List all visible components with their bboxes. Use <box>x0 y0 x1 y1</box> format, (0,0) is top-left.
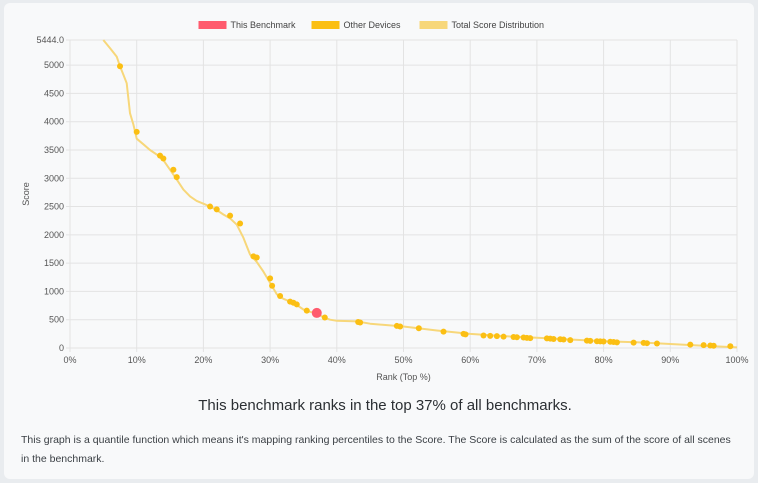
other-device-point <box>160 155 167 162</box>
other-device-point <box>293 301 300 308</box>
other-device-point <box>630 339 637 346</box>
other-device-point <box>207 203 214 210</box>
axes: 0% 10% 20% 30% 40% 50% 60% 70% 80% 90% 100% 0 500 100… <box>21 35 749 382</box>
other-device-point <box>397 323 404 330</box>
x-tick-label: 90% <box>661 355 679 365</box>
quantile-chart: 0% 10% 20% 30% 40% 50% 60% 70% 80% 90% 100% 0 500 100… <box>21 20 749 382</box>
legend[interactable]: This Benchmark Other Devices Total Score D… <box>198 20 545 30</box>
y-tick-label: 2500 <box>44 202 64 212</box>
other-device-point <box>227 212 234 219</box>
y-axis-title: Score <box>21 182 31 206</box>
y-tick-label: 1000 <box>44 286 64 296</box>
legend-swatch <box>198 21 227 29</box>
other-device-point <box>415 325 422 332</box>
other-device-point <box>550 335 557 342</box>
y-tick-label: 5444.0 <box>36 35 64 45</box>
x-tick-label: 20% <box>194 355 212 365</box>
other-device-point <box>643 340 650 347</box>
x-tick-label: 40% <box>328 355 346 365</box>
benchmark-chart-card: 0% 10% 20% 30% 40% 50% 60% 70% 80% 90% 100% 0 500 100… <box>4 3 754 479</box>
legend-item[interactable]: This Benchmark <box>198 20 297 30</box>
other-device-point <box>700 342 707 349</box>
legend-item[interactable]: Other Devices <box>311 20 402 30</box>
y-tick-label: 1500 <box>44 258 64 268</box>
rank-headline: This benchmark ranks in the top 37% of a… <box>198 397 572 414</box>
y-tick-label: 2000 <box>44 230 64 240</box>
other-device-point <box>487 332 494 339</box>
other-device-point <box>710 342 717 349</box>
x-tick-label: 10% <box>128 355 146 365</box>
y-tick-label: 3500 <box>44 145 64 155</box>
other-device-point <box>117 63 124 70</box>
legend-label: This Benchmark <box>231 20 297 30</box>
other-device-point <box>613 339 620 346</box>
other-device-point <box>321 314 328 321</box>
chart-description: This graph is a quantile function which … <box>21 434 731 465</box>
series <box>102 39 738 350</box>
other-device-point <box>237 220 244 227</box>
legend-label: Total Score Distribution <box>452 20 545 30</box>
this-benchmark-point <box>311 307 322 318</box>
x-tick-label: 0% <box>63 355 76 365</box>
other-device-point <box>462 331 469 338</box>
y-tick-label: 3000 <box>44 173 64 183</box>
distribution-line <box>102 39 738 349</box>
other-device-point <box>267 275 274 282</box>
x-tick-label: 100% <box>725 355 748 365</box>
x-tick-label: 30% <box>261 355 279 365</box>
x-tick-label: 70% <box>528 355 546 365</box>
other-device-point <box>277 292 284 299</box>
x-tick-label: 60% <box>461 355 479 365</box>
other-device-point <box>527 335 534 342</box>
other-device-point <box>500 333 507 340</box>
legend-label: Other Devices <box>344 20 402 30</box>
other-device-point <box>493 333 500 340</box>
y-tick-label: 4500 <box>44 88 64 98</box>
y-tick-label: 5000 <box>44 60 64 70</box>
other-device-point <box>600 338 607 345</box>
other-device-point <box>587 337 594 344</box>
y-tick-label: 4000 <box>44 117 64 127</box>
other-device-point <box>253 254 260 261</box>
other-device-point <box>269 282 276 289</box>
other-device-point <box>133 128 140 135</box>
other-device-point <box>480 332 487 339</box>
other-device-point <box>727 343 734 350</box>
other-device-point <box>303 307 310 314</box>
legend-item[interactable]: Total Score Distribution <box>419 20 545 30</box>
grid <box>66 39 738 352</box>
x-tick-label: 50% <box>394 355 412 365</box>
other-device-point <box>513 334 520 341</box>
other-device-point <box>357 319 364 326</box>
chart-container: 0% 10% 20% 30% 40% 50% 60% 70% 80% 90% 100% 0 500 100… <box>4 3 754 393</box>
y-tick-label: 500 <box>49 315 64 325</box>
x-tick-label: 80% <box>595 355 613 365</box>
other-device-point <box>560 336 567 343</box>
other-device-point <box>687 341 694 348</box>
legend-swatch <box>311 21 340 29</box>
legend-swatch <box>419 21 448 29</box>
other-device-point <box>213 206 220 213</box>
other-device-point <box>653 340 660 347</box>
other-device-point <box>440 328 447 335</box>
other-device-point <box>170 166 177 173</box>
other-device-point <box>567 337 574 344</box>
y-tick-label: 0 <box>59 343 64 353</box>
other-device-point <box>173 174 180 181</box>
x-axis-title: Rank (Top %) <box>376 372 431 382</box>
